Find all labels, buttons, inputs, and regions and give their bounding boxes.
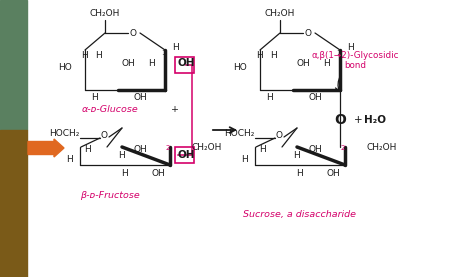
Text: H: H (256, 50, 263, 60)
Text: H: H (172, 43, 179, 53)
Text: OH: OH (326, 168, 340, 178)
Text: H: H (297, 168, 303, 178)
Text: α-ᴅ-Glucose: α-ᴅ-Glucose (82, 106, 138, 114)
Text: H: H (148, 58, 155, 68)
Text: H: H (266, 93, 273, 101)
Text: CH₂OH: CH₂OH (265, 9, 295, 19)
Text: 2: 2 (166, 145, 170, 151)
Text: 1: 1 (336, 50, 340, 56)
Text: H: H (241, 155, 248, 165)
Text: HOCH₂: HOCH₂ (225, 129, 255, 137)
Text: O: O (275, 132, 283, 140)
Text: H: H (66, 155, 73, 165)
Text: OH: OH (133, 93, 147, 101)
Text: O: O (100, 132, 108, 140)
Bar (175, 57, 194, 73)
Text: H: H (118, 150, 126, 160)
Bar (0, 130, 27, 277)
Text: H: H (323, 58, 330, 68)
Text: CH₂OH: CH₂OH (90, 9, 120, 19)
Text: HOCH₂: HOCH₂ (50, 129, 80, 137)
Text: OH: OH (308, 93, 322, 101)
Text: OH: OH (178, 58, 195, 68)
Text: O: O (304, 29, 311, 37)
Text: H: H (293, 150, 301, 160)
Text: Sucrose, a disaccharide: Sucrose, a disaccharide (244, 211, 356, 219)
Text: β-ᴅ-Fructose: β-ᴅ-Fructose (80, 191, 140, 199)
Text: H: H (91, 93, 99, 101)
FancyArrow shape (28, 139, 64, 157)
Text: CH₂OH: CH₂OH (367, 143, 397, 153)
Text: OH: OH (151, 168, 165, 178)
Text: H: H (84, 145, 91, 155)
Text: H: H (122, 168, 128, 178)
Text: H: H (259, 145, 266, 155)
Text: O: O (129, 29, 137, 37)
Text: CH₂OH: CH₂OH (192, 143, 222, 153)
Text: OH: OH (178, 150, 195, 160)
Text: HO: HO (58, 63, 72, 71)
Text: 1: 1 (161, 50, 165, 56)
Text: H: H (347, 43, 354, 53)
Bar (175, 147, 194, 163)
Text: OH: OH (308, 145, 322, 155)
Text: H₂O: H₂O (364, 115, 386, 125)
Text: α,β(1→2)-Glycosidic: α,β(1→2)-Glycosidic (311, 50, 399, 60)
Text: bond: bond (344, 60, 366, 70)
Text: +: + (171, 106, 179, 114)
Text: OH: OH (133, 145, 147, 155)
Text: HO: HO (233, 63, 247, 71)
Text: OH: OH (121, 58, 135, 68)
Text: OH: OH (296, 58, 310, 68)
Text: H: H (270, 50, 277, 60)
Bar (0, 0, 27, 130)
Text: H: H (81, 50, 88, 60)
Text: +: + (354, 115, 362, 125)
Text: 2: 2 (341, 145, 346, 151)
Text: O: O (334, 113, 346, 127)
Text: H: H (95, 50, 102, 60)
